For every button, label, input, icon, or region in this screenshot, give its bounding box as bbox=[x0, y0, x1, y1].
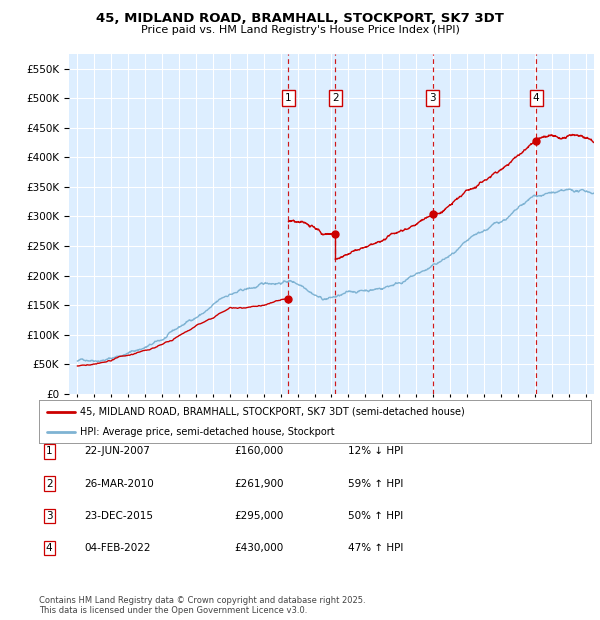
Text: 3: 3 bbox=[430, 93, 436, 104]
Text: 1: 1 bbox=[46, 446, 53, 456]
Text: £160,000: £160,000 bbox=[234, 446, 283, 456]
Text: 26-MAR-2010: 26-MAR-2010 bbox=[84, 479, 154, 489]
Text: 04-FEB-2022: 04-FEB-2022 bbox=[84, 543, 151, 553]
Text: 47% ↑ HPI: 47% ↑ HPI bbox=[348, 543, 403, 553]
Text: £261,900: £261,900 bbox=[234, 479, 284, 489]
Text: £430,000: £430,000 bbox=[234, 543, 283, 553]
Text: 22-JUN-2007: 22-JUN-2007 bbox=[84, 446, 150, 456]
Text: HPI: Average price, semi-detached house, Stockport: HPI: Average price, semi-detached house,… bbox=[80, 427, 335, 436]
Text: 3: 3 bbox=[46, 511, 53, 521]
Text: 2: 2 bbox=[332, 93, 339, 104]
Text: Contains HM Land Registry data © Crown copyright and database right 2025.
This d: Contains HM Land Registry data © Crown c… bbox=[39, 596, 365, 615]
Text: 45, MIDLAND ROAD, BRAMHALL, STOCKPORT, SK7 3DT: 45, MIDLAND ROAD, BRAMHALL, STOCKPORT, S… bbox=[96, 12, 504, 25]
Text: 1: 1 bbox=[285, 93, 292, 104]
Text: 23-DEC-2015: 23-DEC-2015 bbox=[84, 511, 153, 521]
Text: £295,000: £295,000 bbox=[234, 511, 283, 521]
Text: 50% ↑ HPI: 50% ↑ HPI bbox=[348, 511, 403, 521]
Text: 45, MIDLAND ROAD, BRAMHALL, STOCKPORT, SK7 3DT (semi-detached house): 45, MIDLAND ROAD, BRAMHALL, STOCKPORT, S… bbox=[80, 407, 465, 417]
Text: 4: 4 bbox=[46, 543, 53, 553]
Text: Price paid vs. HM Land Registry's House Price Index (HPI): Price paid vs. HM Land Registry's House … bbox=[140, 25, 460, 35]
Text: 4: 4 bbox=[533, 93, 539, 104]
Text: 59% ↑ HPI: 59% ↑ HPI bbox=[348, 479, 403, 489]
Text: 2: 2 bbox=[46, 479, 53, 489]
Text: 12% ↓ HPI: 12% ↓ HPI bbox=[348, 446, 403, 456]
